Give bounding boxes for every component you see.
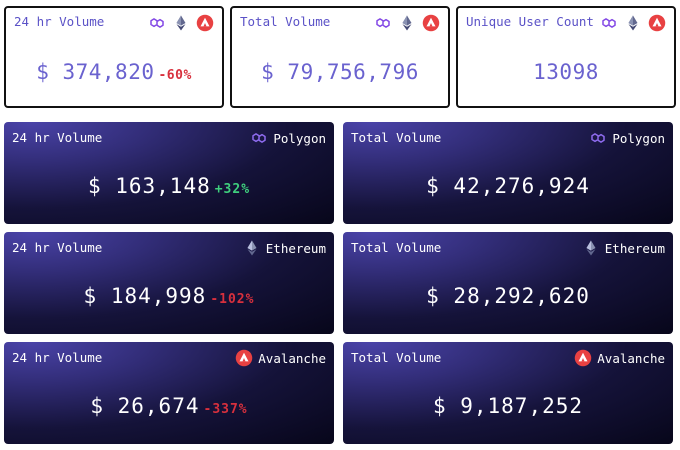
chain-tag: Avalanche (235, 349, 326, 367)
avalanche-icon (575, 349, 592, 367)
card-value: $ 9,187,252 (343, 394, 673, 418)
ethereum-icon (586, 240, 596, 256)
card-value: $ 184,998 -102% (4, 284, 334, 308)
chain-name: Avalanche (258, 350, 326, 366)
card-value: $ 42,276,924 (343, 174, 673, 198)
polygon-icon (602, 18, 616, 28)
value-text: 13098 (533, 60, 599, 84)
chain-tag: Ethereum (243, 239, 326, 257)
polygon-icon (591, 133, 606, 143)
summary-label: 24 hr Volume (14, 14, 105, 29)
value-text: $ 42,276,924 (426, 174, 590, 198)
polygon-icon (150, 18, 164, 28)
polygon-icon (376, 18, 390, 28)
ethereum-icon (402, 15, 412, 31)
chain-icons (600, 14, 666, 32)
card-label: Total Volume (351, 130, 442, 145)
chain-icons (374, 14, 440, 32)
card-label: Total Volume (351, 350, 442, 365)
ethereum-24hr-card: 24 hr Volume Ethereum $ 184,998 -102% (4, 232, 334, 334)
change-badge: +32% (214, 182, 251, 197)
chain-name: Ethereum (265, 240, 326, 256)
summary-card-24hr-volume: 24 hr Volume $ 374,820 -60% (4, 6, 224, 108)
chain-name: Polygon (612, 130, 665, 146)
card-value: $ 28,292,620 (343, 284, 673, 308)
value-text: $ 9,187,252 (432, 394, 584, 418)
ethereum-icon (176, 15, 186, 31)
ethereum-total-card: Total Volume Ethereum $ 28,292,620 (343, 232, 673, 334)
value-text: $ 28,292,620 (426, 284, 590, 308)
chain-tag: Polygon (250, 129, 326, 147)
card-label: 24 hr Volume (12, 130, 103, 145)
card-label: 24 hr Volume (12, 350, 103, 365)
value-text: $ 184,998 (83, 284, 207, 308)
polygon-total-card: Total Volume Polygon $ 42,276,924 (343, 122, 673, 224)
value-text: $ 374,820 (36, 60, 155, 84)
avalanche-icon (648, 14, 666, 32)
avalanche-total-card: Total Volume Avalanche $ 9,187,252 (343, 342, 673, 444)
chain-tag: Avalanche (574, 349, 665, 367)
change-badge: -102% (210, 292, 255, 307)
card-value: $ 163,148 +32% (4, 174, 334, 198)
summary-value: $ 79,756,796 (232, 60, 448, 84)
ethereum-icon (247, 240, 257, 256)
chain-icons (148, 14, 214, 32)
summary-value: 13098 (458, 60, 674, 84)
chain-name: Avalanche (597, 350, 665, 366)
value-text: $ 163,148 (87, 174, 211, 198)
avalanche-icon (196, 14, 214, 32)
summary-card-unique-users: Unique User Count 13098 (456, 6, 676, 108)
value-text: $ 26,674 (90, 394, 200, 418)
value-text: $ 79,756,796 (261, 60, 419, 84)
summary-value: $ 374,820 -60% (6, 60, 222, 84)
summary-label: Total Volume (240, 14, 331, 29)
summary-card-total-volume: Total Volume $ 79,756,796 (230, 6, 450, 108)
avalanche-icon (422, 14, 440, 32)
card-value: $ 26,674 -337% (4, 394, 334, 418)
polygon-24hr-card: 24 hr Volume Polygon $ 163,148 +32% (4, 122, 334, 224)
card-label: 24 hr Volume (12, 240, 103, 255)
chain-tag: Polygon (589, 129, 665, 147)
summary-label: Unique User Count (466, 14, 594, 29)
avalanche-24hr-card: 24 hr Volume Avalanche $ 26,674 -337% (4, 342, 334, 444)
change-badge: -337% (203, 402, 248, 417)
avalanche-icon (236, 349, 253, 367)
chain-name: Polygon (273, 130, 326, 146)
polygon-icon (252, 133, 267, 143)
chain-tag: Ethereum (582, 239, 665, 257)
card-label: Total Volume (351, 240, 442, 255)
ethereum-icon (628, 15, 638, 31)
chain-name: Ethereum (604, 240, 665, 256)
change-badge: -60% (158, 68, 192, 83)
